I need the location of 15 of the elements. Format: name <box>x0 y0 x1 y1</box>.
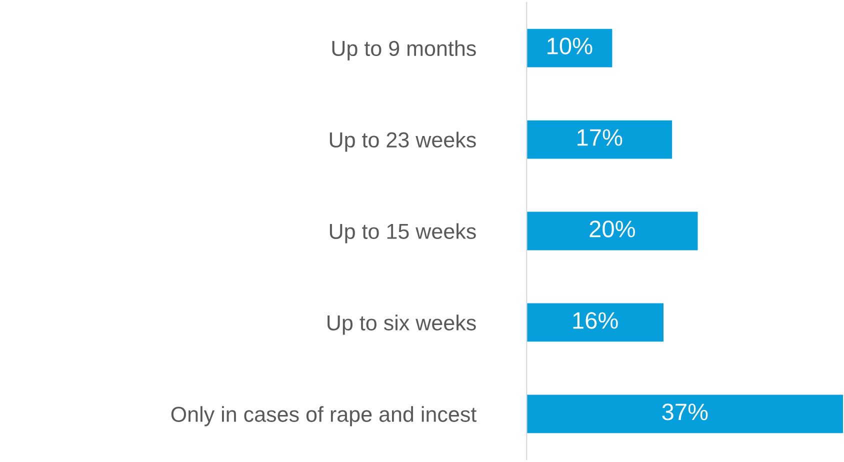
y-tick-label: Up to 15 weeks <box>330 223 476 244</box>
y-tick-label: Up to six weeks <box>328 314 476 335</box>
data-label: 37% <box>662 404 708 420</box>
bar <box>526 394 844 434</box>
bar <box>526 303 664 342</box>
data-label: 16% <box>573 312 618 329</box>
y-tick-label: Up to 9 months <box>332 40 476 60</box>
bar <box>526 28 612 68</box>
data-label: 10% <box>548 38 592 54</box>
bar <box>526 120 672 159</box>
y-tick-label: Only in cases of rape and incest <box>171 406 477 426</box>
y-tick-label: Up to 23 weeks <box>330 132 476 152</box>
data-label: 17% <box>578 129 622 146</box>
bar <box>526 212 698 250</box>
data-label: 20% <box>590 220 635 238</box>
